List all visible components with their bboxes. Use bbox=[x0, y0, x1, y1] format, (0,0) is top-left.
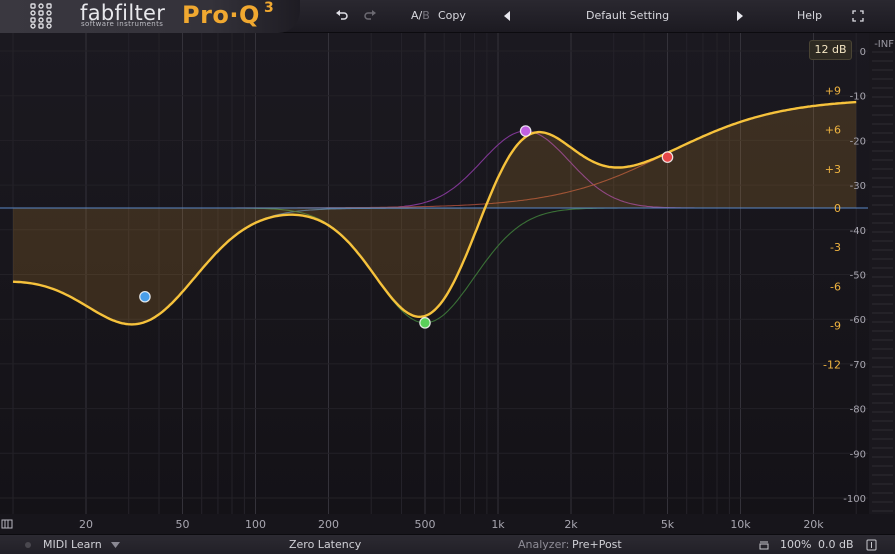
gain-scale-label: -6 bbox=[830, 280, 841, 293]
output-meter bbox=[872, 51, 893, 512]
top-toolbar: fabfilter software instruments Pro·Q 3 A… bbox=[0, 0, 895, 33]
frequency-label: 2k bbox=[564, 518, 578, 531]
output-gain[interactable]: 0.0 dB bbox=[818, 538, 854, 551]
spectrum-scale-label: -10 bbox=[850, 92, 866, 103]
frequency-label: 200 bbox=[318, 518, 339, 531]
gain-scale-label: +3 bbox=[825, 163, 841, 176]
ab-state-b: B bbox=[422, 9, 430, 22]
eq-curve bbox=[12, 100, 857, 326]
spectrum-scale-label: -80 bbox=[850, 405, 866, 416]
spectrum-scale-label: -60 bbox=[850, 315, 866, 326]
frequency-label: 20 bbox=[79, 518, 93, 531]
midi-status-icon bbox=[25, 542, 31, 548]
help-button[interactable]: Help bbox=[797, 9, 823, 22]
graph-background bbox=[0, 33, 895, 521]
spectrum-scale-label: -INF bbox=[874, 39, 894, 50]
next-preset-icon[interactable] bbox=[736, 11, 744, 21]
spectrum-scale-label: 0 bbox=[860, 47, 866, 58]
ab-state-a: A/ bbox=[411, 9, 423, 22]
preset-name[interactable]: Default Setting bbox=[586, 9, 670, 22]
spectrum-scale: -INF 0 -10 -20 -30 -40 -50 -60 -70 -80 -90 -100 bbox=[843, 39, 894, 505]
frequency-label: 50 bbox=[176, 518, 190, 531]
spectrum-scale-label: -50 bbox=[850, 271, 866, 282]
frequency-label: 5k bbox=[661, 518, 675, 531]
frequency-label: 20k bbox=[803, 518, 824, 531]
analyzer-mode[interactable]: Pre+Post bbox=[572, 538, 622, 551]
output-pan-icon[interactable] bbox=[866, 539, 877, 551]
zoom-level[interactable]: 100% bbox=[780, 538, 812, 551]
frequency-grid bbox=[12, 33, 857, 514]
frequency-label: 10k bbox=[730, 518, 751, 531]
gain-scale-label: +9 bbox=[825, 85, 841, 98]
status-bar: MIDI Learn Zero Latency Analyzer: Pre+Po… bbox=[0, 534, 895, 554]
band-1-node[interactable] bbox=[139, 290, 151, 303]
frequency-axis: 20 50 100 200 500 1k 2k 5k 10k 20k bbox=[0, 514, 895, 534]
latency-mode[interactable]: Zero Latency bbox=[289, 538, 362, 551]
midi-dropdown-icon[interactable] bbox=[111, 542, 120, 548]
copy-button[interactable]: Copy bbox=[438, 9, 466, 22]
spectrum-scale-label: -100 bbox=[843, 494, 866, 505]
fullscreen-icon[interactable] bbox=[852, 10, 864, 22]
gain-scale-label: -3 bbox=[830, 241, 841, 254]
ab-compare-button[interactable]: A/B bbox=[411, 9, 430, 22]
gain-grid bbox=[0, 50, 868, 499]
gain-scale-label: +6 bbox=[825, 124, 841, 137]
frequency-label: 100 bbox=[245, 518, 266, 531]
piano-roll-icon[interactable] bbox=[1, 519, 13, 529]
midi-learn-button[interactable]: MIDI Learn bbox=[43, 538, 102, 551]
analyzer-label: Analyzer: bbox=[518, 538, 570, 551]
gain-scale-label: -9 bbox=[830, 319, 841, 332]
brand-panel: fabfilter software instruments Pro·Q 3 bbox=[0, 0, 300, 33]
spectrum-scale-label: -40 bbox=[850, 226, 866, 237]
band-nodes[interactable] bbox=[139, 125, 674, 329]
spectrum-scale-label: -30 bbox=[850, 181, 866, 192]
band-2-node[interactable] bbox=[419, 317, 431, 329]
spectrum-scale-label: -90 bbox=[850, 449, 866, 460]
spectrum-scale-label: -20 bbox=[850, 136, 866, 147]
output-settings-icon[interactable] bbox=[759, 540, 769, 550]
previous-preset-icon[interactable] bbox=[503, 11, 511, 21]
brand-name: fabfilter bbox=[80, 1, 166, 25]
brand-tagline: software instruments bbox=[81, 20, 164, 28]
fabfilter-logo-icon bbox=[30, 3, 52, 29]
undo-icon[interactable] bbox=[335, 8, 349, 22]
frequency-label: 1k bbox=[491, 518, 505, 531]
frequency-label: 500 bbox=[415, 518, 436, 531]
gain-scale-label: 0 bbox=[834, 202, 841, 215]
product-name: Pro·Q bbox=[182, 1, 260, 29]
band-3-node[interactable] bbox=[519, 125, 532, 137]
gain-scale-label: -12 bbox=[823, 359, 841, 372]
band-4-node[interactable] bbox=[661, 151, 674, 163]
display-range-button[interactable]: 12 dB bbox=[809, 40, 852, 60]
gain-scale: +9 +6 +3 0 -3 -6 -9 -12 bbox=[823, 85, 841, 372]
redo-icon[interactable] bbox=[363, 8, 377, 22]
spectrum-scale-label: -70 bbox=[850, 360, 866, 371]
eq-curve-fill bbox=[13, 102, 857, 325]
product-version: 3 bbox=[264, 0, 274, 16]
eq-display[interactable]: +9 +6 +3 0 -3 -6 -9 -12 -INF 0 -10 -20 -30 -40 -50 -60… bbox=[0, 33, 895, 521]
